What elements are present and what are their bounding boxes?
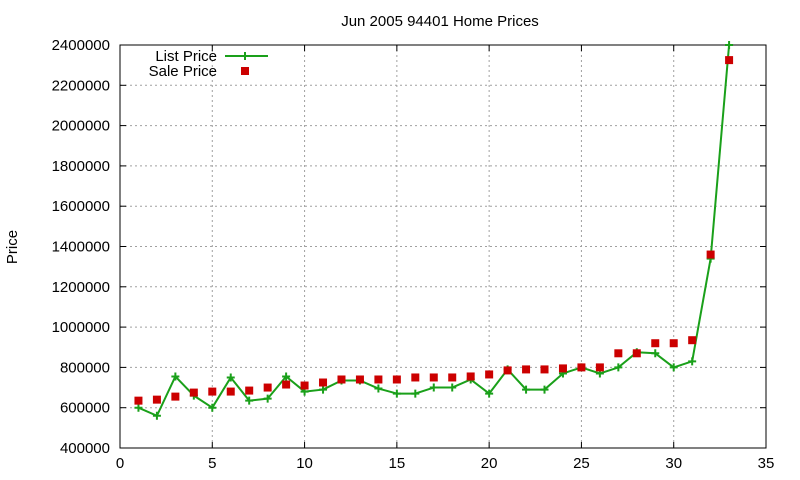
chart-title: Jun 2005 94401 Home Prices	[341, 13, 539, 30]
y-axis-label: Price	[4, 230, 21, 264]
sale-price-point	[669, 339, 678, 348]
sale-price-point	[651, 339, 660, 348]
sale-price-point	[614, 349, 623, 358]
list-price-point	[614, 363, 623, 372]
list-price-point	[208, 403, 217, 412]
list-price-point	[725, 41, 734, 49]
sale-price-point	[558, 364, 567, 373]
x-tick-label: 0	[116, 455, 124, 472]
y-tick-label: 2000000	[52, 118, 110, 135]
y-tick-label: 2200000	[52, 77, 110, 94]
y-tick-label: 600000	[60, 400, 110, 417]
list-price-point	[688, 357, 697, 366]
list-price-point	[374, 384, 383, 393]
y-tick-label: 800000	[60, 359, 110, 376]
x-tick-label: 10	[296, 455, 313, 472]
x-tick-label: 35	[758, 455, 775, 472]
list-price-point	[411, 389, 420, 398]
y-tick-label: 400000	[60, 440, 110, 457]
sale-price-point	[540, 365, 549, 374]
sale-price-point	[392, 375, 401, 384]
sale-price-point	[448, 373, 457, 382]
sale-price-point	[189, 388, 198, 397]
list-price-point	[429, 383, 438, 392]
list-price-point	[134, 403, 143, 412]
x-tick-label: 25	[573, 455, 590, 472]
sale-price-point	[577, 363, 586, 372]
sale-price-point	[466, 372, 475, 381]
legend-label-list-price: List Price	[155, 48, 217, 65]
sale-price-point	[208, 387, 217, 396]
sale-price-point	[688, 336, 697, 345]
sale-price-point	[632, 349, 641, 358]
sale-price-point	[282, 380, 291, 389]
y-tick-label: 1200000	[52, 279, 110, 296]
sale-price-point	[355, 375, 364, 384]
sale-price-point	[429, 373, 438, 382]
sale-price-point	[134, 396, 143, 405]
sale-price-point	[411, 373, 420, 382]
sale-price-point	[300, 381, 309, 390]
sale-price-point	[725, 56, 734, 65]
sale-price-point	[171, 392, 180, 401]
list-price-point	[152, 411, 161, 420]
legend-marker-sale-price	[241, 67, 249, 75]
sale-price-point	[226, 387, 235, 396]
sale-price-point	[152, 395, 161, 404]
x-tick-label: 20	[481, 455, 498, 472]
x-tick-label: 5	[208, 455, 216, 472]
sale-price-point	[522, 365, 531, 374]
list-price-point	[282, 372, 291, 381]
y-tick-label: 1400000	[52, 239, 110, 256]
x-tick-label: 30	[665, 455, 682, 472]
series	[134, 41, 734, 420]
axis-ticks: 0 5 10 15 20 25 30 35 400000 600000 800000 1000000 1…	[52, 37, 775, 472]
legend-marker-list-price	[241, 52, 249, 60]
list-price-point	[651, 349, 660, 358]
legend-label-sale-price: Sale Price	[149, 63, 217, 80]
sale-price-point	[319, 378, 328, 387]
list-price-point	[485, 389, 494, 398]
sale-price-point	[374, 375, 383, 384]
sale-price-point	[263, 383, 272, 392]
y-tick-label: 1600000	[52, 198, 110, 215]
y-tick-label: 1000000	[52, 319, 110, 336]
sale-price-point	[595, 363, 604, 372]
list-price-point	[226, 373, 235, 382]
sale-price-point	[706, 250, 715, 259]
list-price-point	[448, 383, 457, 392]
list-price-point	[263, 394, 272, 403]
sale-price-point	[245, 386, 254, 395]
sale-price-point	[485, 370, 494, 379]
list-price-point	[392, 389, 401, 398]
list-price-point	[522, 385, 531, 394]
sale-price-point	[337, 375, 346, 384]
y-tick-label: 1800000	[52, 158, 110, 175]
legend: List Price Sale Price	[149, 48, 268, 80]
list-price-line	[138, 44, 731, 417]
y-tick-label: 2400000	[52, 37, 110, 54]
list-price-point	[171, 372, 180, 381]
sale-price-point	[503, 366, 512, 375]
list-price-point	[245, 396, 254, 405]
list-price-point	[669, 363, 678, 372]
list-price-point	[540, 385, 549, 394]
list-price-point	[319, 385, 328, 394]
x-tick-label: 15	[389, 455, 406, 472]
